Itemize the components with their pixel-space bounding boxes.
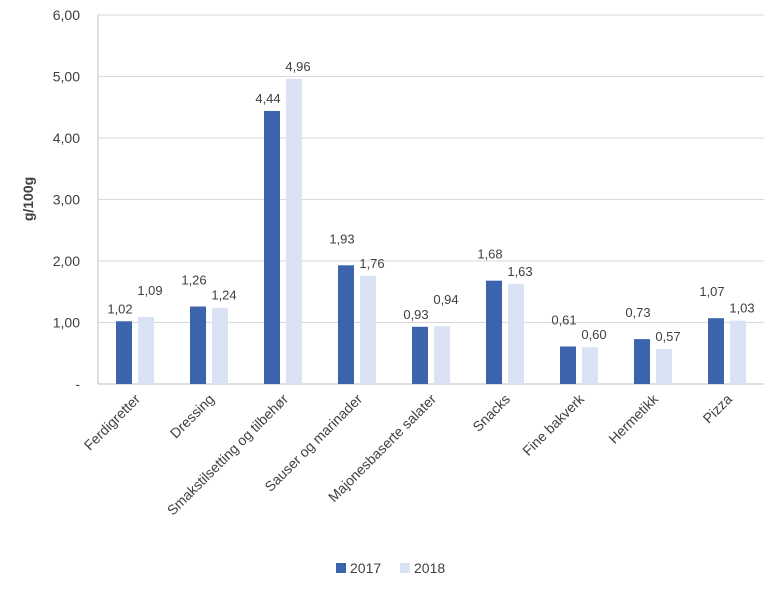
data-label: 4,44 — [255, 91, 280, 106]
y-tick-label: - — [75, 376, 80, 392]
legend-swatch-2018 — [400, 563, 410, 573]
legend-label: 2017 — [350, 560, 381, 576]
bar-2018 — [656, 348, 672, 384]
data-label: 1,24 — [211, 288, 236, 303]
bar-2017 — [116, 321, 132, 384]
data-label: 0,60 — [581, 327, 606, 342]
y-tick-label: 3,00 — [53, 192, 80, 208]
data-label: 4,96 — [285, 59, 310, 74]
bar-2018 — [582, 347, 598, 384]
bar-2018 — [434, 326, 450, 384]
x-tick-label: Hermetikk — [605, 390, 662, 447]
data-label: 1,07 — [699, 284, 724, 299]
data-label: 1,03 — [729, 301, 754, 316]
bar-2018 — [360, 275, 376, 384]
data-labels: 1,02 1,09 1,26 1,24 4,44 4,96 1,93 1,76 0,93 0,94… — [107, 59, 754, 344]
bar-2018 — [138, 316, 154, 384]
bars — [116, 78, 746, 385]
bar-2017 — [634, 339, 650, 384]
data-label: 1,02 — [107, 301, 132, 316]
x-tick-label: Dressing — [167, 391, 217, 441]
data-label: 1,63 — [507, 264, 532, 279]
y-tick-label: 6,00 — [53, 7, 80, 23]
data-label: 1,26 — [181, 273, 206, 288]
data-label: 1,09 — [137, 283, 162, 298]
data-label: 1,76 — [359, 256, 384, 271]
gridlines — [97, 14, 764, 385]
x-tick-label: Fine bakverk — [519, 390, 588, 459]
bar-2018 — [286, 78, 302, 385]
legend-label: 2018 — [414, 560, 445, 576]
y-tick-label: 4,00 — [53, 130, 80, 146]
data-label: 1,68 — [477, 247, 502, 262]
data-label: 0,57 — [655, 329, 680, 344]
y-tick-label: 1,00 — [53, 315, 80, 331]
data-label: 0,94 — [433, 292, 458, 307]
bar-2017 — [338, 265, 354, 384]
bar-2017 — [486, 280, 502, 384]
x-tick-label: Ferdigretter — [81, 391, 144, 454]
data-label: 0,61 — [551, 312, 576, 327]
data-label: 0,73 — [625, 305, 650, 320]
bar-2018 — [508, 283, 524, 384]
bar-2017 — [412, 326, 428, 384]
y-axis-ticks: - 1,00 2,00 3,00 4,00 5,00 6,00 — [53, 7, 81, 392]
bar-2017 — [708, 318, 724, 384]
y-tick-label: 5,00 — [53, 69, 80, 85]
y-axis-label: g/100g — [20, 177, 36, 221]
y-tick-label: 2,00 — [53, 253, 80, 269]
bar-2017 — [264, 110, 280, 384]
legend-swatch-2017 — [336, 563, 346, 573]
bar-2017 — [190, 306, 206, 384]
bar-2018 — [212, 307, 228, 384]
bar-2017 — [560, 346, 576, 384]
x-tick-label: Snacks — [469, 391, 513, 435]
data-label: 0,93 — [403, 307, 428, 322]
x-tick-label: Pizza — [700, 391, 736, 427]
data-label: 1,93 — [329, 231, 354, 246]
x-tick-label: Smakstilsetting og tilbehør — [164, 391, 292, 519]
legend: 2017 2018 — [336, 560, 445, 576]
bar-2018 — [730, 320, 746, 384]
